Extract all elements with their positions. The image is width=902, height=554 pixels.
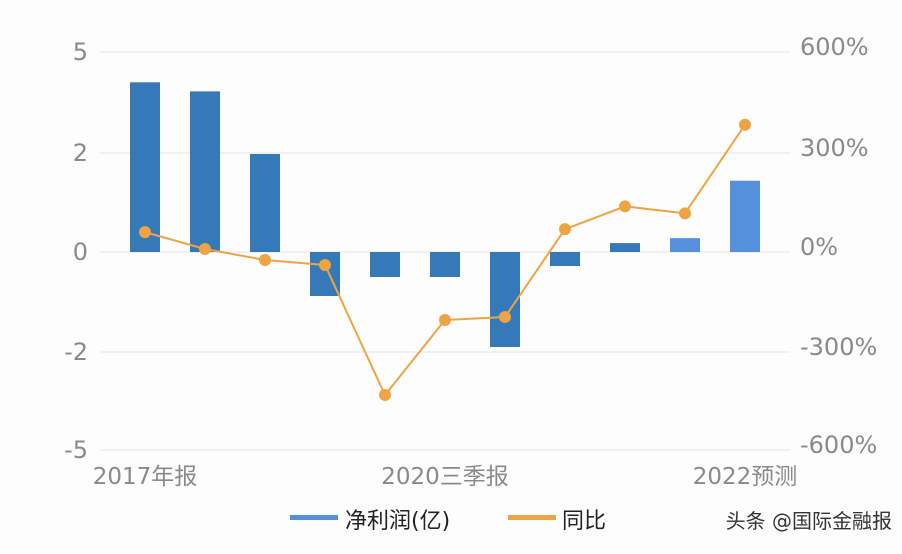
- bar: [670, 238, 700, 252]
- y-left-tick-label: 2: [73, 139, 88, 167]
- line-point: [319, 259, 331, 271]
- y-right-tick-label: 0%: [800, 233, 838, 261]
- x-tick-label: 2020三季报: [381, 464, 509, 490]
- line-point: [499, 311, 511, 323]
- line-point: [619, 200, 631, 213]
- line-point: [439, 314, 451, 326]
- legend-swatch-line: [508, 515, 556, 520]
- line-point: [139, 226, 151, 239]
- line-point: [379, 389, 391, 402]
- line-point: [679, 207, 691, 220]
- legend: 净利润(亿) 同比: [290, 509, 606, 534]
- bar: [550, 252, 580, 266]
- legend-swatch-bar: [290, 515, 338, 520]
- line-point: [259, 254, 271, 266]
- bar: [130, 82, 160, 252]
- bar: [370, 252, 400, 277]
- bar: [190, 91, 220, 252]
- y-left-tick-label: -2: [64, 338, 88, 366]
- line-point: [559, 223, 571, 236]
- line-point: [199, 243, 211, 255]
- bar: [610, 243, 640, 252]
- x-tick-label: 2017年报: [93, 464, 198, 490]
- bar: [250, 153, 280, 252]
- watermark: 头条 @国际金融报: [726, 509, 892, 533]
- y-left-tick-label: -5: [64, 436, 88, 464]
- x-tick-label: 2022预测: [693, 464, 798, 490]
- tick-labels: 5 600% 2 300% 0 0% -2 -300% -5 -600% 2017年报 2020三季报…: [64, 33, 877, 490]
- y-right-tick-label: 300%: [800, 134, 869, 162]
- y-right-tick-label: -600%: [800, 431, 877, 459]
- legend-label-bar: 净利润(亿): [345, 509, 450, 534]
- y-left-tick-label: 5: [73, 38, 88, 66]
- bar: [430, 252, 460, 277]
- bars: [130, 82, 760, 347]
- y-right-tick-label: 600%: [800, 33, 869, 61]
- y-right-tick-label: -300%: [800, 333, 877, 361]
- legend-label-line: 同比: [562, 509, 606, 534]
- line-point: [739, 118, 751, 131]
- line-series: [139, 118, 751, 402]
- y-left-tick-label: 0: [73, 238, 88, 266]
- bar: [490, 252, 520, 347]
- bar: [730, 180, 760, 252]
